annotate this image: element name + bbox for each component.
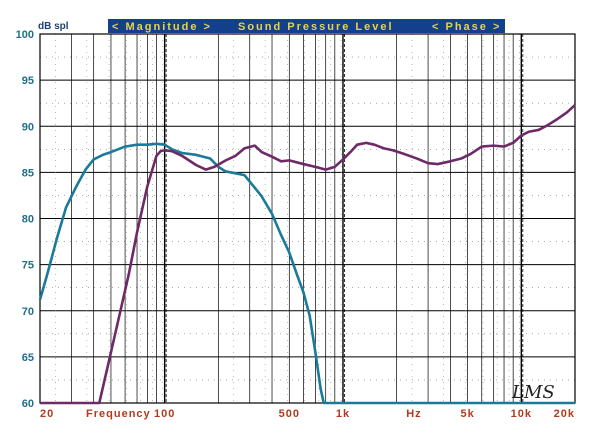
x-tick-label: Hz bbox=[406, 408, 421, 420]
x-tick-labels: 20 Frequency 100 500 1k Hz 5k 10k 20k bbox=[40, 408, 575, 420]
plot-frame bbox=[39, 33, 576, 404]
grid bbox=[39, 33, 576, 404]
x-tick-label: 5k bbox=[461, 408, 475, 420]
y-tick-labels: 100 95 90 85 80 75 70 65 60 bbox=[16, 29, 34, 410]
y-tick-label: 80 bbox=[22, 214, 34, 226]
series-line-teal bbox=[38, 142, 575, 405]
series-line-purple bbox=[40, 104, 576, 405]
x-tick-label: 1k bbox=[336, 408, 350, 420]
banner-magnitude-label: < Magnitude > bbox=[112, 21, 212, 33]
y-tick-label: 65 bbox=[22, 352, 34, 364]
y-tick-label: 75 bbox=[22, 260, 34, 272]
x-tick-label: 100 bbox=[154, 408, 175, 420]
y-tick-label: 70 bbox=[22, 306, 34, 318]
x-tick-label: Frequency bbox=[86, 408, 151, 420]
y-tick-label: 60 bbox=[22, 398, 34, 410]
y-unit-label: dB spl bbox=[38, 21, 69, 32]
y-tick-label: 95 bbox=[22, 75, 34, 87]
header-banner bbox=[108, 19, 505, 33]
banner-phase-label: < Phase > bbox=[432, 21, 501, 33]
x-tick-label: 20k bbox=[554, 408, 575, 420]
y-tick-label: 100 bbox=[16, 29, 34, 41]
y-tick-label: 85 bbox=[22, 167, 34, 179]
banner-title: Sound Pressure Level bbox=[238, 21, 394, 33]
signature-watermark: LMS bbox=[511, 382, 555, 403]
y-tick-label: 90 bbox=[22, 121, 34, 133]
x-tick-label: 500 bbox=[279, 408, 300, 420]
x-tick-label: 10k bbox=[511, 408, 532, 420]
x-tick-label: 20 bbox=[40, 408, 54, 420]
